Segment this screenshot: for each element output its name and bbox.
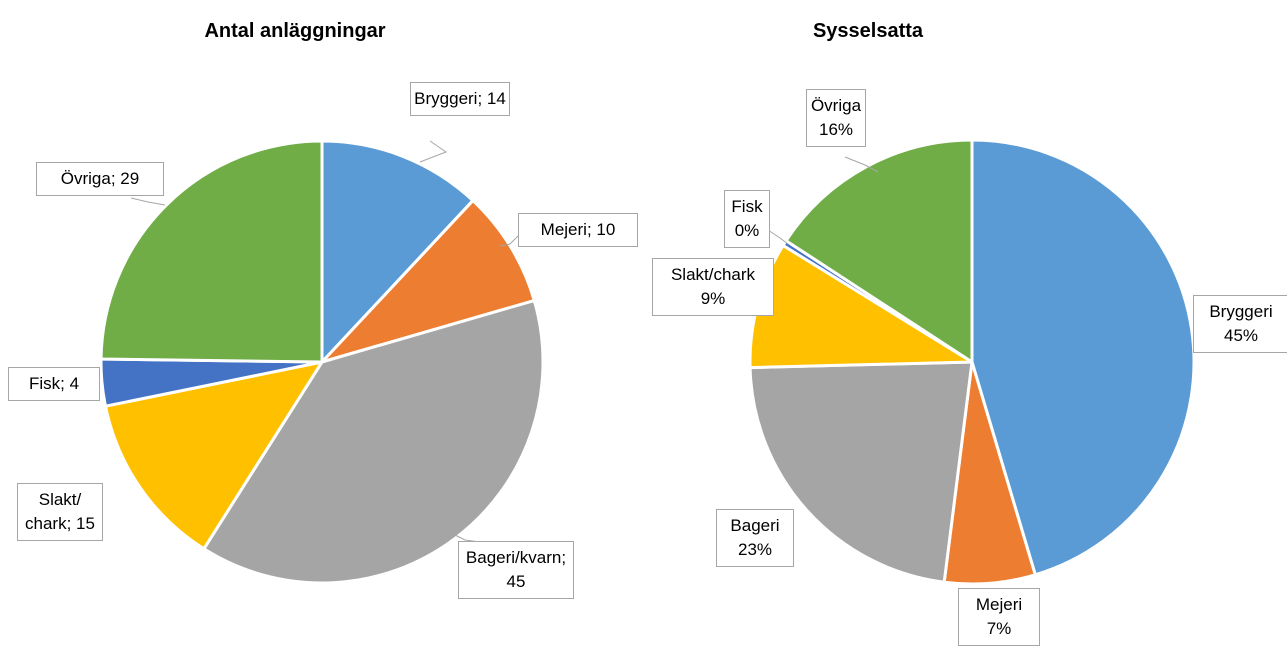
label-category: Bryggeri (1209, 302, 1273, 321)
pie-slice (320, 199, 536, 364)
label-category: Fisk; (28, 374, 65, 393)
label-category: Mejeri (975, 595, 1023, 614)
pie (99, 139, 545, 585)
label-value: 4 (69, 374, 80, 393)
data-label: Fisk; 4 (8, 367, 100, 401)
label-category: Bageri/kvarn; (465, 548, 567, 567)
label-category: Bageri (730, 516, 780, 535)
pie (748, 138, 1196, 586)
pie-slice (99, 139, 324, 364)
label-category: Fisk (731, 197, 763, 216)
label-value: 7% (986, 619, 1012, 638)
label-value: 14 (486, 89, 506, 108)
label-value: 15 (76, 514, 95, 533)
label-value: 29 (120, 169, 140, 188)
leader-line (844, 156, 879, 173)
data-label: Mejeri 7% (958, 588, 1040, 646)
leader-line (130, 197, 166, 206)
data-label: Slakt/ chark; 15 (17, 483, 103, 541)
data-label: Bageri 23% (716, 509, 794, 567)
data-label: Övriga 16% (806, 89, 866, 147)
label-value: 45% (1223, 326, 1259, 345)
pie-slice (970, 138, 1196, 577)
label-value: 9% (700, 289, 726, 308)
label-category: Slakt/ chark; (25, 490, 82, 533)
leader-line (419, 140, 448, 163)
leader-line (499, 235, 519, 247)
data-label: Fisk 0% (724, 190, 770, 248)
label-value: 23% (737, 540, 773, 559)
pie-slice (202, 299, 545, 585)
pie-slice (784, 138, 974, 364)
data-label: Mejeri; 10 (518, 213, 638, 247)
label-value: 10 (596, 220, 616, 239)
pie-slice (748, 360, 974, 584)
chart-title: Antal anläggningar (204, 20, 385, 42)
pie-slice (103, 360, 324, 551)
label-value: 16% (818, 120, 854, 139)
label-category: Övriga; (60, 169, 116, 188)
label-value: 45 (506, 572, 526, 591)
data-label: Bryggeri 45% (1193, 295, 1287, 353)
data-label: Slakt/chark 9% (652, 258, 774, 316)
data-label: Bryggeri; 14 (410, 82, 510, 116)
label-category: Slakt/chark (670, 265, 756, 284)
data-label: Övriga; 29 (36, 162, 164, 196)
leader-line (767, 229, 789, 245)
pie-slice (320, 139, 475, 364)
label-category: Bryggeri; (414, 89, 483, 108)
leader-lines (130, 140, 879, 543)
label-category: Mejeri; (540, 220, 592, 239)
chart-title: Sysselsatta (813, 20, 924, 42)
data-label: Bageri/kvarn; 45 (458, 541, 574, 599)
label-value: 0% (734, 221, 760, 240)
label-category: Övriga (810, 96, 862, 115)
